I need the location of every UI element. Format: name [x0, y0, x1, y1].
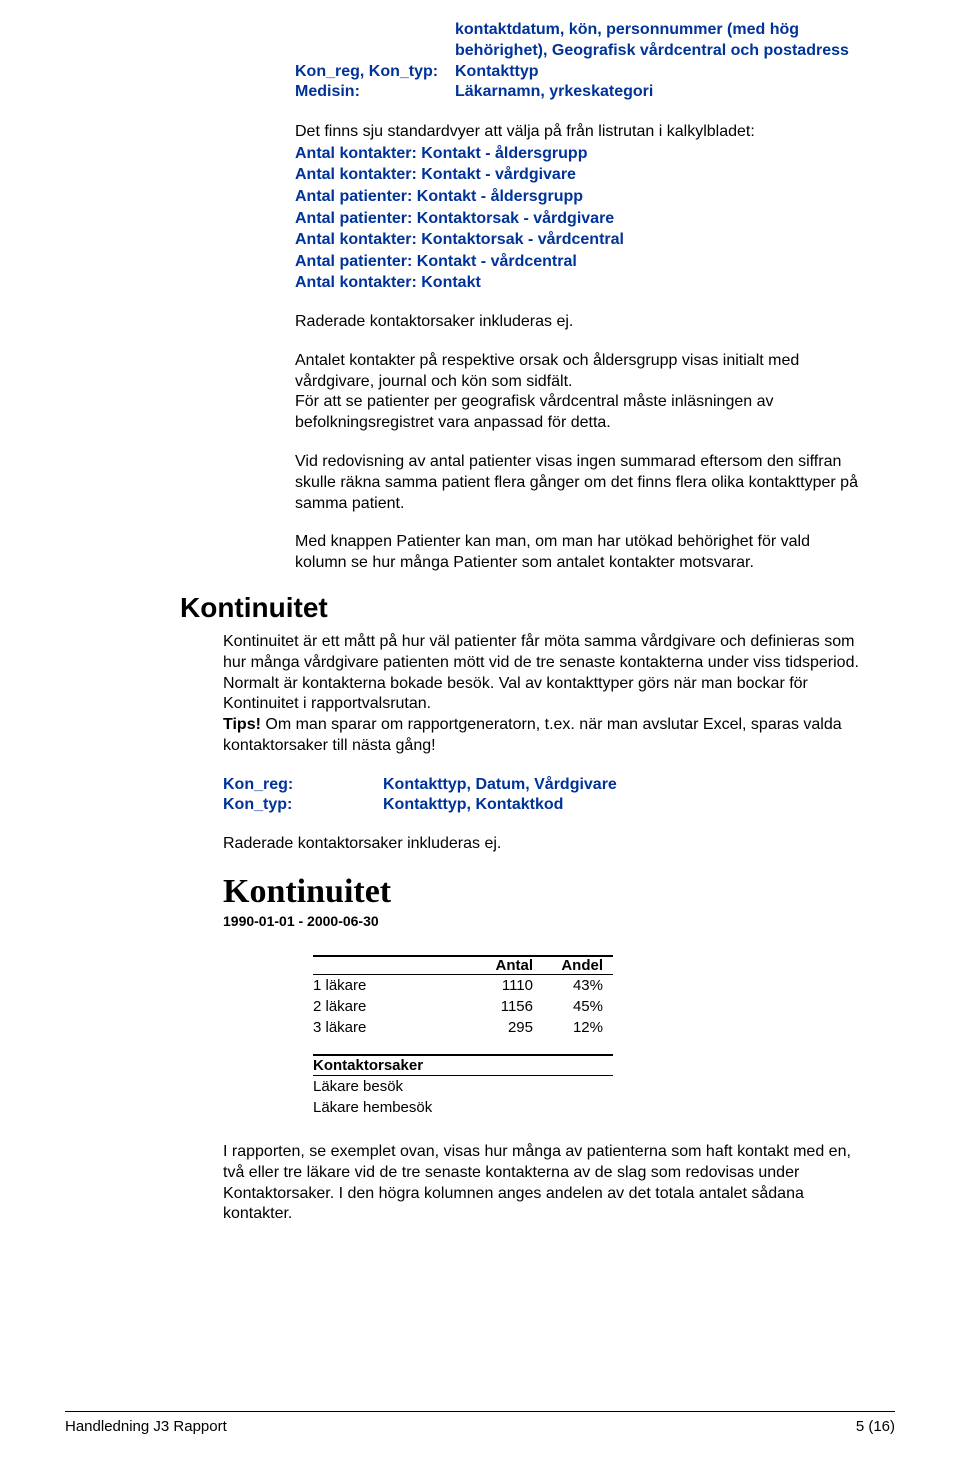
- def-label-medisin: Medisin:: [295, 82, 455, 103]
- kont-def-label-2: Kon_typ:: [223, 795, 383, 816]
- top-continuation: kontaktdatum, kön, personnummer (med hög…: [455, 20, 865, 62]
- tips-label: Tips!: [223, 716, 261, 733]
- table-row: 3 läkare 295 12%: [313, 1017, 613, 1038]
- para-3: Vid redovisning av antal patienter visas…: [295, 452, 865, 514]
- sv-3: Antal patienter: Kontaktorsak - vårdgiva…: [295, 208, 865, 230]
- subrow-1: Läkare hembesök: [313, 1097, 432, 1118]
- row0-label: 1 läkare: [313, 975, 453, 996]
- table-sep: [313, 1038, 613, 1054]
- table-row: Läkare hembesök: [313, 1097, 613, 1118]
- row0-antal: 1110: [453, 975, 533, 996]
- row0-andel: 43%: [533, 975, 603, 996]
- def-value-konreg: Kontakttyp: [455, 62, 539, 83]
- empty-label: [295, 20, 455, 62]
- section-heading-kontinuitet: Kontinuitet: [180, 592, 865, 624]
- report-table: Antal Andel 1 läkare 1110 43% 2 läkare 1…: [313, 955, 613, 1118]
- table-row: 2 läkare 1156 45%: [313, 996, 613, 1017]
- hdr-c2: Antal: [453, 957, 533, 974]
- row2-andel: 12%: [533, 1017, 603, 1038]
- sv-4: Antal kontakter: Kontaktorsak - vårdcent…: [295, 229, 865, 251]
- standard-views-intro: Det finns sju standardvyer att välja på …: [295, 123, 755, 140]
- row1-label: 2 läkare: [313, 996, 453, 1017]
- row1-andel: 45%: [533, 996, 603, 1017]
- report-title: Kontinuitet: [223, 873, 683, 911]
- top-continuation-row: kontaktdatum, kön, personnummer (med hög…: [295, 20, 865, 62]
- footer-left: Handledning J3 Rapport: [65, 1418, 227, 1435]
- subrow-0: Läkare besök: [313, 1076, 403, 1097]
- kont-def-label-1: Kon_reg:: [223, 775, 383, 796]
- row2-antal: 295: [453, 1017, 533, 1038]
- row1-antal: 1156: [453, 996, 533, 1017]
- para-2b: För att se patienter per geografisk vård…: [295, 393, 773, 431]
- standard-views: Det finns sju standardvyer att välja på …: [295, 121, 865, 294]
- tips-text: Om man sparar om rapportgeneratorn, t.ex…: [223, 716, 842, 754]
- report-subtitle: 1990-01-01 - 2000-06-30: [223, 913, 683, 929]
- hdr-c3: Andel: [533, 957, 603, 974]
- para-4: Med knappen Patienter kan man, om man ha…: [295, 532, 865, 574]
- table-row: 1 läkare 1110 43%: [313, 975, 613, 996]
- def-row-konreg: Kon_reg, Kon_typ: Kontakttyp: [295, 62, 865, 83]
- footer-right: 5 (16): [856, 1418, 895, 1435]
- kont-def-row-1: Kon_reg: Kontakttyp, Datum, Vårdgivare: [223, 775, 865, 796]
- sv-6: Antal kontakter: Kontakt: [295, 272, 865, 294]
- kont-def-value-2: Kontakttyp, Kontaktkod: [383, 795, 563, 816]
- kont-raderade: Raderade kontaktorsaker inkluderas ej.: [223, 834, 865, 855]
- kont-body1a: Kontinuitet är ett mått på hur väl patie…: [223, 633, 859, 671]
- report-sample: Kontinuitet 1990-01-01 - 2000-06-30 Anta…: [223, 873, 683, 1118]
- row2-label: 3 läkare: [313, 1017, 453, 1038]
- kont-body1: Kontinuitet är ett mått på hur väl patie…: [223, 632, 865, 757]
- top-defs: kontaktdatum, kön, personnummer (med hög…: [295, 20, 865, 103]
- sv-0: Antal kontakter: Kontakt - åldersgrupp: [295, 143, 865, 165]
- sv-5: Antal patienter: Kontakt - vårdcentral: [295, 251, 865, 273]
- def-row-medisin: Medisin: Läkarnamn, yrkeskategori: [295, 82, 865, 103]
- para-2a: Antalet kontakter på respektive orsak oc…: [295, 352, 799, 390]
- sv-1: Antal kontakter: Kontakt - vårdgivare: [295, 164, 865, 186]
- report-subheading: Kontaktorsaker: [313, 1054, 613, 1076]
- table-row: Läkare besök: [313, 1076, 613, 1097]
- kont-closing: I rapporten, se exemplet ovan, visas hur…: [223, 1142, 865, 1225]
- page: kontaktdatum, kön, personnummer (med hög…: [0, 0, 960, 1457]
- sv-2: Antal patienter: Kontakt - åldersgrupp: [295, 186, 865, 208]
- para-2: Antalet kontakter på respektive orsak oc…: [295, 351, 865, 434]
- page-footer: Handledning J3 Rapport 5 (16): [65, 1411, 895, 1435]
- kont-def-row-2: Kon_typ: Kontakttyp, Kontaktkod: [223, 795, 865, 816]
- kont-def-value-1: Kontakttyp, Datum, Vårdgivare: [383, 775, 617, 796]
- def-value-medisin: Läkarnamn, yrkeskategori: [455, 82, 653, 103]
- kont-defs: Kon_reg: Kontakttyp, Datum, Vårdgivare K…: [223, 775, 865, 817]
- hdr-c1: [313, 957, 453, 974]
- def-label-konreg: Kon_reg, Kon_typ:: [295, 62, 455, 83]
- para-raderade: Raderade kontaktorsaker inkluderas ej.: [295, 312, 865, 333]
- kont-body1b: Normalt är kontakterna bokade besök. Val…: [223, 675, 808, 713]
- report-table-header: Antal Andel: [313, 955, 613, 975]
